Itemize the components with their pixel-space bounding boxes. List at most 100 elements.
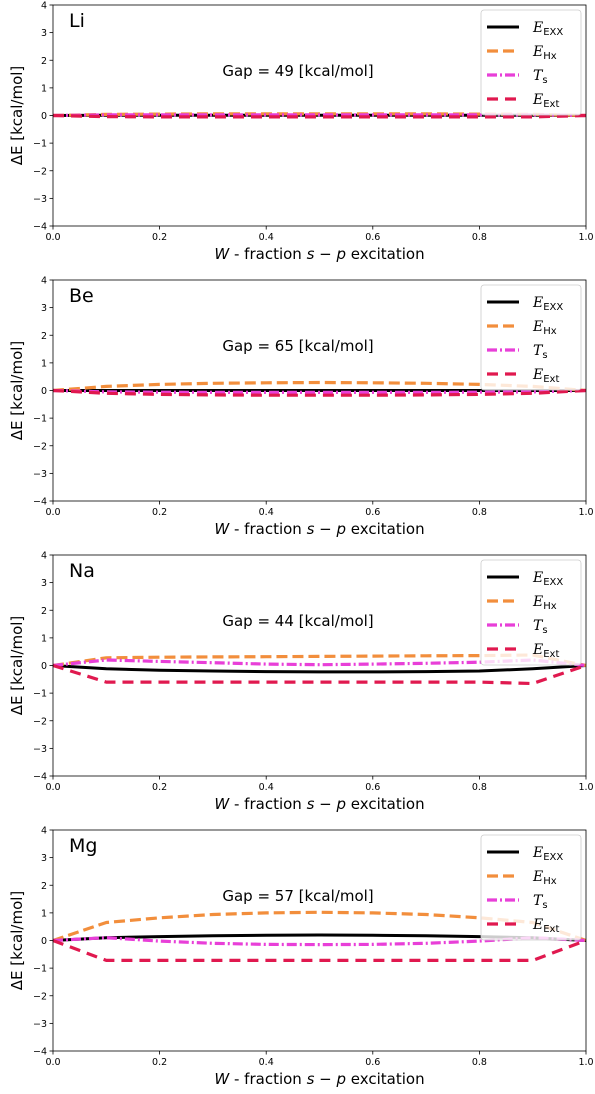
series-line-s xyxy=(52,113,587,118)
y-tick-label: 1 xyxy=(41,358,47,369)
chart-panel-mg: 0.0 0.2 0.4 0.6 0.8 1.0 −4 −3 −2 −1 0 1 2 3 4 W - fract… xyxy=(8,826,594,1089)
x-axis-label-text: - fraction xyxy=(229,1070,306,1088)
legend-entry-exx: EEXX xyxy=(532,20,563,38)
legend-symbol: T xyxy=(533,343,544,359)
chart-panel-li: 0.0 0.2 0.4 0.6 0.8 1.0 −4 −3 −2 −1 0 1 2 3 4 W - fract… xyxy=(8,1,594,264)
x-axis-label-var: W xyxy=(214,245,230,263)
x-axis-label: W - fraction s − p excitation xyxy=(214,795,424,813)
legend-subscript: EXX xyxy=(543,577,563,588)
legend-entry-exx: EEXX xyxy=(532,845,563,863)
legend-symbol: E xyxy=(532,92,543,108)
y-tick-label: −1 xyxy=(33,414,47,425)
legend-subscript: EXX xyxy=(543,302,563,313)
x-tick-label: 0.2 xyxy=(152,232,167,243)
x-axis-label-var: W xyxy=(214,1070,230,1088)
y-tick-label: 4 xyxy=(41,276,47,287)
x-tick-label: 0.6 xyxy=(365,232,380,243)
y-tick-label: −2 xyxy=(33,166,47,177)
legend-entry-ext: EExt xyxy=(532,917,559,935)
series-line-s xyxy=(52,936,587,947)
x-tick-label: 0.2 xyxy=(152,782,167,793)
legend-entry-hx: EHx xyxy=(532,44,557,62)
legend-subscript: s xyxy=(542,350,547,361)
gap-annotation: Gap = 57 [kcal/mol] xyxy=(222,887,373,905)
legend-symbol: E xyxy=(532,869,543,885)
x-axis-label-text: - fraction xyxy=(229,520,306,538)
x-tick-label: 1.0 xyxy=(578,782,593,793)
x-tick-label: 0.6 xyxy=(365,507,380,518)
legend: EEXX EHx Ts EExt xyxy=(480,559,582,666)
y-axis-label: ΔE [kcal/mol] xyxy=(8,66,26,166)
x-tick-label: 1.0 xyxy=(578,232,593,243)
y-tick-label: −4 xyxy=(33,497,47,508)
y-tick-label: 3 xyxy=(41,853,47,864)
legend-subscript: Hx xyxy=(543,601,557,612)
x-tick-label: 0.8 xyxy=(472,1057,487,1068)
y-tick-label: 3 xyxy=(41,303,47,314)
legend-subscript: s xyxy=(542,625,547,636)
x-axis-label-var: W xyxy=(214,520,230,538)
legend-entry-hx: EHx xyxy=(532,869,557,887)
x-tick-label: 0.0 xyxy=(45,1057,60,1068)
x-tick-label: 0.8 xyxy=(472,782,487,793)
x-axis-label-end: excitation xyxy=(346,795,425,813)
y-tick-label: 3 xyxy=(41,28,47,39)
y-tick-label: 0 xyxy=(41,661,47,672)
series-group xyxy=(52,380,587,397)
gap-annotation: Gap = 65 [kcal/mol] xyxy=(222,337,373,355)
x-tick-label: 0.2 xyxy=(152,1057,167,1068)
legend-box xyxy=(480,834,582,941)
x-tick-label: 1.0 xyxy=(578,507,593,518)
legend-symbol: E xyxy=(532,367,543,383)
legend-entry-ext: EExt xyxy=(532,642,559,660)
x-axis-label: W - fraction s − p excitation xyxy=(214,245,424,263)
panel-label: Be xyxy=(69,285,94,307)
legend-subscript: Ext xyxy=(543,374,559,385)
y-tick-label: −3 xyxy=(33,469,47,480)
x-tick-label: 0.2 xyxy=(152,507,167,518)
gap-annotation: Gap = 44 [kcal/mol] xyxy=(222,612,373,630)
legend-entry-s: Ts xyxy=(533,618,548,636)
legend-entry-exx: EEXX xyxy=(532,295,563,313)
y-tick-label: −3 xyxy=(33,1019,47,1030)
y-axis-label: ΔE [kcal/mol] xyxy=(8,891,26,991)
y-tick-label: 3 xyxy=(41,578,47,589)
y-tick-label: −4 xyxy=(33,1047,47,1058)
x-tick-label: 0.8 xyxy=(472,507,487,518)
series-line-hx xyxy=(52,380,587,393)
x-tick-label: 1.0 xyxy=(578,1057,593,1068)
y-tick-label: 4 xyxy=(41,1,47,12)
x-tick-label: 0.4 xyxy=(259,1057,274,1068)
legend-entry-ext: EExt xyxy=(532,367,559,385)
x-axis-label-text: - fraction xyxy=(229,795,306,813)
y-tick-label: −4 xyxy=(33,222,47,233)
x-axis-label-var: W xyxy=(214,795,230,813)
y-axis-label: ΔE [kcal/mol] xyxy=(8,616,26,716)
y-tick-label: 2 xyxy=(41,881,47,892)
y-tick-label: −2 xyxy=(33,441,47,452)
x-axis-label-text: - fraction xyxy=(229,245,306,263)
legend-subscript: s xyxy=(542,75,547,86)
legend-symbol: T xyxy=(533,68,544,84)
x-axis-label-end: excitation xyxy=(346,1070,425,1088)
legend-symbol: T xyxy=(533,893,544,909)
legend-symbol: E xyxy=(532,594,543,610)
series-line-hx xyxy=(52,653,587,668)
legend-entry-exx: EEXX xyxy=(532,570,563,588)
x-tick-label: 0.6 xyxy=(365,1057,380,1068)
y-tick-label: 1 xyxy=(41,83,47,94)
legend-subscript: Ext xyxy=(543,649,559,660)
y-tick-label: 1 xyxy=(41,908,47,919)
legend-subscript: Hx xyxy=(543,326,557,337)
legend-entry-s: Ts xyxy=(533,893,548,911)
x-tick-label: 0.0 xyxy=(45,232,60,243)
x-tick-label: 0.6 xyxy=(365,782,380,793)
gap-annotation: Gap = 49 [kcal/mol] xyxy=(222,62,373,80)
series-group xyxy=(52,653,587,686)
legend-subscript: Ext xyxy=(543,924,559,935)
y-tick-label: −1 xyxy=(33,689,47,700)
chart-panel-na: 0.0 0.2 0.4 0.6 0.8 1.0 −4 −3 −2 −1 0 1 2 3 4 W - fract… xyxy=(8,551,594,814)
x-tick-label: 0.4 xyxy=(259,232,274,243)
